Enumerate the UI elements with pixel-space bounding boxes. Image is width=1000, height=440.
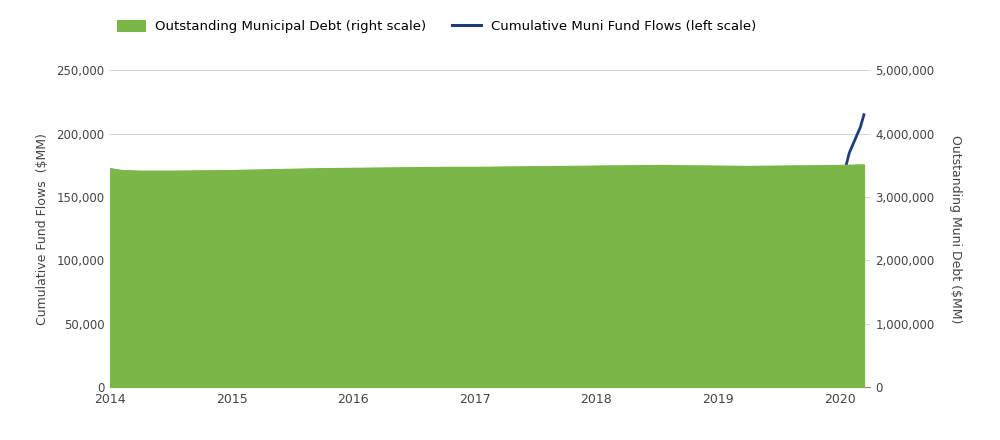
Y-axis label: Cumulative Fund Flows  ($MM): Cumulative Fund Flows ($MM)	[36, 133, 49, 325]
Y-axis label: Outstanding Muni Debt ($MM): Outstanding Muni Debt ($MM)	[949, 135, 962, 323]
Legend: Outstanding Municipal Debt (right scale), Cumulative Muni Fund Flows (left scale: Outstanding Municipal Debt (right scale)…	[117, 20, 756, 33]
